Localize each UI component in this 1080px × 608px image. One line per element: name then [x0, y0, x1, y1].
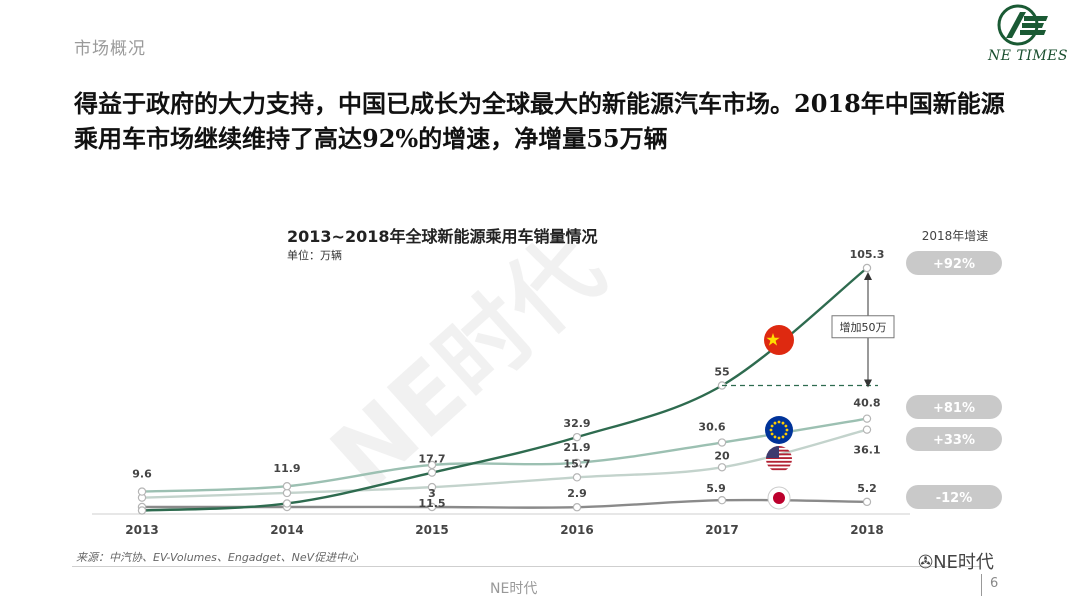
x-tick-2013: 2013	[125, 523, 158, 537]
wechat-icon: ✇	[918, 552, 934, 573]
usa-label-2015: 11.5	[418, 497, 445, 510]
growth-label-japan: -12%	[936, 491, 973, 506]
usa-flag-icon	[766, 446, 792, 471]
eu-flag-icon	[765, 416, 793, 444]
japan-point-2015	[427, 502, 437, 512]
logo-text: NE TIMES	[988, 48, 1068, 64]
growth-header: 2018年增速	[922, 229, 989, 243]
japan-flag-icon	[767, 486, 791, 510]
x-tick-2016: 2016	[560, 523, 593, 537]
usa-point-2015	[427, 482, 437, 492]
page-number: 6	[990, 576, 999, 591]
usa-point-2014	[282, 488, 292, 498]
footer-source: 来源：中汽协、EV-Volumes、Engadget、NeV促进中心	[76, 551, 359, 564]
x-tick-2015: 2015	[415, 523, 448, 537]
x-tick-2018: 2018	[850, 523, 883, 537]
europe-point-2018	[862, 414, 872, 423]
europe-label-2013: 9.6	[132, 468, 152, 481]
usa-label-2017: 20	[714, 449, 730, 462]
usa-point-2016	[572, 473, 582, 482]
china-point-2016	[572, 432, 582, 442]
china-label-2015: 17.7	[418, 453, 445, 466]
growth-pill-japan	[906, 485, 1002, 509]
europe-label-2017: 30.6	[698, 421, 725, 434]
usa-point-2018	[862, 425, 872, 434]
japan-point-2016	[572, 503, 582, 512]
chart-subtitle: 单位：万辆	[287, 248, 342, 262]
japan-label-2018: 5.2	[857, 482, 877, 495]
china-point-2014	[282, 499, 292, 508]
footer-brand: ✇NE时代	[918, 548, 994, 574]
brand-logo: NE TIMES	[982, 4, 1074, 70]
growth-pill-china	[906, 251, 1002, 275]
footer-center-label: NE时代	[490, 581, 538, 597]
europe-series-line	[141, 417, 868, 493]
japan-label-2015: 3	[428, 487, 436, 500]
europe-label-2016: 21.9	[563, 441, 590, 454]
japan-series-line	[142, 498, 868, 509]
increase-arrow-head-up	[864, 272, 872, 280]
china-point-2018	[862, 263, 872, 273]
footer-divider-line	[72, 566, 980, 567]
china-point-2015	[427, 468, 437, 477]
usa-point-2017	[717, 463, 727, 472]
japan-label-2017: 5.9	[706, 482, 726, 495]
headline: 得益于政府的大力支持，中国已成长为全球最大的新能源汽车市场。2018年中国新能源…	[74, 89, 1005, 153]
increase-label: 增加50万	[840, 320, 887, 334]
china-point-2013	[137, 506, 147, 515]
increase-label-box	[831, 315, 895, 339]
growth-pill-europe	[906, 395, 1002, 419]
chart-title: 2013~2018年全球新能源乘用车销量情况	[287, 227, 597, 246]
logo-mark-icon	[997, 4, 1048, 46]
china-series-line	[141, 267, 868, 512]
japan-point-2018	[862, 497, 872, 507]
japan-point-2017	[717, 496, 727, 505]
europe-point-2016	[572, 458, 582, 468]
x-tick-2017: 2017	[705, 523, 738, 537]
europe-point-2014	[282, 481, 292, 491]
growth-label-usa: +33%	[933, 433, 975, 448]
growth-label-europe: +81%	[933, 401, 975, 416]
section-label: 市场概况	[74, 39, 146, 59]
europe-point-2013	[137, 487, 147, 496]
usa-label-2016: 15.7	[563, 457, 590, 470]
x-tick-2014: 2014	[270, 523, 303, 537]
usa-series-line	[141, 428, 868, 499]
footer-brand-text: NE时代	[933, 552, 994, 573]
europe-label-2014: 11.9	[273, 462, 300, 475]
footer-page-divider	[981, 574, 982, 596]
china-label-2016: 32.9	[563, 417, 590, 430]
usa-label-2018: 36.1	[853, 444, 880, 457]
china-label-2018: 105.3	[850, 248, 885, 261]
increase-arrow-head-down	[864, 379, 872, 388]
china-flag-icon	[764, 325, 794, 355]
europe-point-2017	[717, 438, 727, 447]
europe-label-2018: 40.8	[853, 397, 880, 410]
growth-label-china: +92%	[933, 257, 975, 272]
japan-label-2016: 2.9	[567, 487, 587, 500]
growth-pill-usa	[906, 427, 1002, 451]
china-label-2017: 55	[714, 366, 729, 379]
